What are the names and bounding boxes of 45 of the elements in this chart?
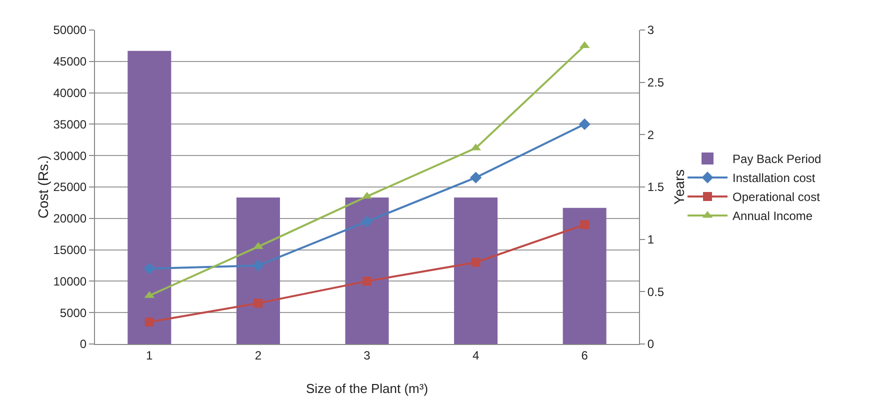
point	[254, 298, 263, 308]
x-tick-label: 4	[472, 348, 480, 362]
point	[361, 216, 373, 228]
y-tick-label: 10000	[53, 274, 87, 288]
y-tick-label: 25000	[53, 180, 87, 194]
y-tick-label: 40000	[53, 86, 87, 100]
y-tick-label: 35000	[53, 117, 87, 132]
y-tick-label: 20000	[53, 212, 87, 226]
legend-label: Annual Income	[732, 209, 813, 224]
y2-tick-label: 0.5	[647, 284, 664, 299]
y2-tick-label: 2.5	[647, 76, 664, 90]
point	[144, 318, 154, 327]
y2-tick-label: 0	[647, 337, 654, 352]
bar	[454, 197, 498, 344]
x-tick-label: 1	[146, 348, 154, 362]
y2-tick-label: 1	[647, 232, 654, 247]
y2-tick-label: 2	[647, 128, 654, 142]
point	[470, 172, 482, 184]
y2-tick-label: 1.5	[647, 180, 664, 194]
y-tick-label: 30000	[53, 148, 87, 163]
legend-label: Pay Back Period	[732, 152, 822, 166]
point	[252, 260, 264, 272]
y-tick-label: 50000	[53, 23, 87, 38]
y-axis-title: Cost (Rs.)	[35, 156, 52, 218]
point	[578, 118, 590, 130]
point	[471, 258, 480, 267]
point	[362, 276, 372, 286]
y-tick-label: 0	[80, 337, 87, 352]
y2-tick-label: 3	[647, 23, 654, 38]
point	[144, 262, 156, 274]
legend-label: Operational cost	[732, 190, 821, 204]
bar	[345, 197, 389, 344]
y-tick-label: 15000	[53, 243, 87, 257]
point	[580, 220, 590, 230]
bar	[236, 197, 280, 344]
x-tick-label: 2	[254, 348, 262, 362]
y-tick-label: 5000	[60, 306, 87, 320]
bar	[562, 208, 606, 344]
legend-label: Installation cost	[732, 171, 816, 186]
bar	[128, 50, 172, 344]
x-tick-label: 3	[364, 348, 371, 362]
y-tick-label: 45000	[53, 54, 87, 69]
x-axis-title: Size of the Plant (m³)	[306, 381, 428, 396]
y2-axis-title: Years	[671, 169, 687, 205]
x-tick-label: 6	[581, 348, 588, 362]
